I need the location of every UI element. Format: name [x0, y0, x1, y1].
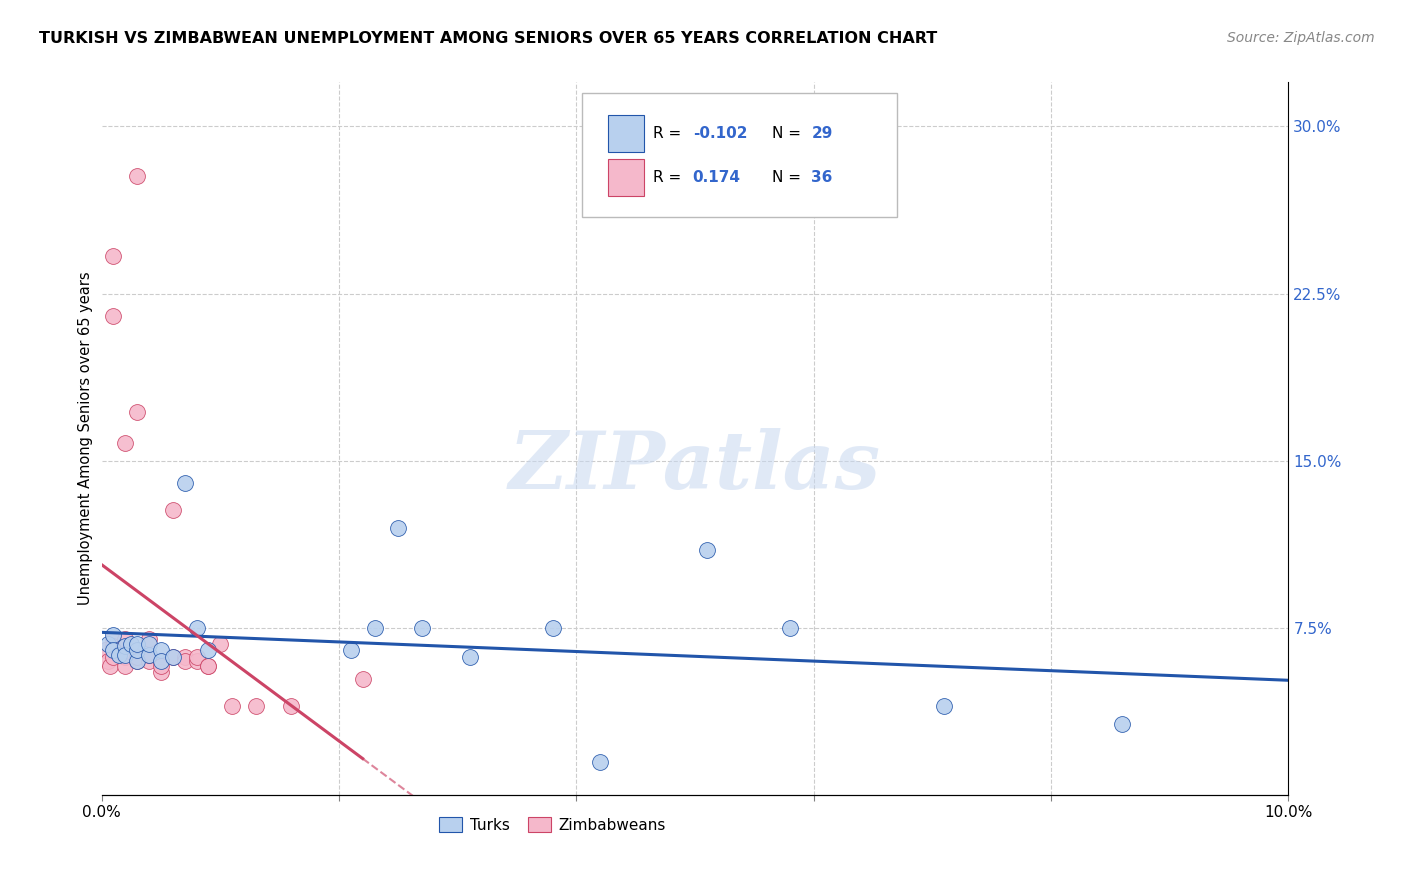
Text: R =: R = — [654, 170, 686, 185]
Text: TURKISH VS ZIMBABWEAN UNEMPLOYMENT AMONG SENIORS OVER 65 YEARS CORRELATION CHART: TURKISH VS ZIMBABWEAN UNEMPLOYMENT AMONG… — [39, 31, 938, 46]
Point — [173, 476, 195, 491]
FancyBboxPatch shape — [609, 159, 644, 196]
Point — [98, 658, 121, 673]
Point — [162, 649, 184, 664]
FancyBboxPatch shape — [609, 115, 644, 152]
Point — [186, 654, 208, 668]
Point — [138, 648, 160, 662]
Text: -0.102: -0.102 — [693, 126, 747, 141]
Point — [103, 627, 125, 641]
Point — [114, 639, 136, 653]
Point — [138, 636, 160, 650]
Point — [363, 621, 385, 635]
Point — [120, 636, 142, 650]
Point — [103, 249, 125, 263]
Point — [138, 648, 160, 662]
Point — [411, 621, 433, 635]
Point — [114, 649, 136, 664]
Point — [114, 632, 136, 646]
Text: 36: 36 — [811, 170, 832, 185]
Point — [186, 649, 208, 664]
Point — [340, 643, 363, 657]
Point — [127, 643, 149, 657]
Text: ZIPatlas: ZIPatlas — [509, 428, 882, 506]
Point — [149, 654, 172, 668]
Point — [108, 648, 131, 662]
Point — [127, 649, 149, 664]
Point — [197, 643, 219, 657]
Point — [209, 636, 232, 650]
Point — [114, 648, 136, 662]
Point — [186, 621, 208, 635]
Text: 0.174: 0.174 — [693, 170, 741, 185]
Point — [127, 169, 149, 183]
Point — [162, 503, 184, 517]
Text: 29: 29 — [811, 126, 832, 141]
Point — [1111, 716, 1133, 731]
Legend: Turks, Zimbabweans: Turks, Zimbabweans — [433, 811, 672, 838]
Point — [127, 405, 149, 419]
Point — [94, 643, 117, 657]
Point — [173, 654, 195, 668]
Point — [138, 654, 160, 668]
Point — [114, 643, 136, 657]
Point — [149, 643, 172, 657]
Point — [149, 665, 172, 680]
Point — [934, 698, 956, 713]
Point — [96, 636, 118, 650]
Point — [114, 436, 136, 450]
Point — [197, 658, 219, 673]
Point — [696, 542, 718, 557]
Point — [280, 698, 302, 713]
Point — [245, 698, 267, 713]
Point — [221, 698, 243, 713]
Text: N =: N = — [772, 170, 806, 185]
Point — [103, 649, 125, 664]
Text: R =: R = — [654, 126, 686, 141]
Point — [352, 672, 374, 686]
Point — [114, 658, 136, 673]
Point — [149, 658, 172, 673]
Y-axis label: Unemployment Among Seniors over 65 years: Unemployment Among Seniors over 65 years — [79, 272, 93, 606]
Point — [589, 755, 612, 769]
Point — [197, 658, 219, 673]
Text: N =: N = — [772, 126, 806, 141]
Point — [779, 621, 801, 635]
Text: Source: ZipAtlas.com: Source: ZipAtlas.com — [1227, 31, 1375, 45]
Point — [103, 639, 125, 653]
Point — [127, 654, 149, 668]
Point — [458, 649, 481, 664]
Point — [127, 636, 149, 650]
Point — [127, 654, 149, 668]
Point — [103, 643, 125, 657]
FancyBboxPatch shape — [582, 93, 897, 218]
Point — [541, 621, 564, 635]
Point — [149, 654, 172, 668]
Point — [103, 632, 125, 646]
Point — [173, 649, 195, 664]
Point — [103, 309, 125, 323]
Point — [138, 632, 160, 646]
Point — [387, 520, 409, 534]
Point — [96, 654, 118, 668]
Point — [162, 649, 184, 664]
